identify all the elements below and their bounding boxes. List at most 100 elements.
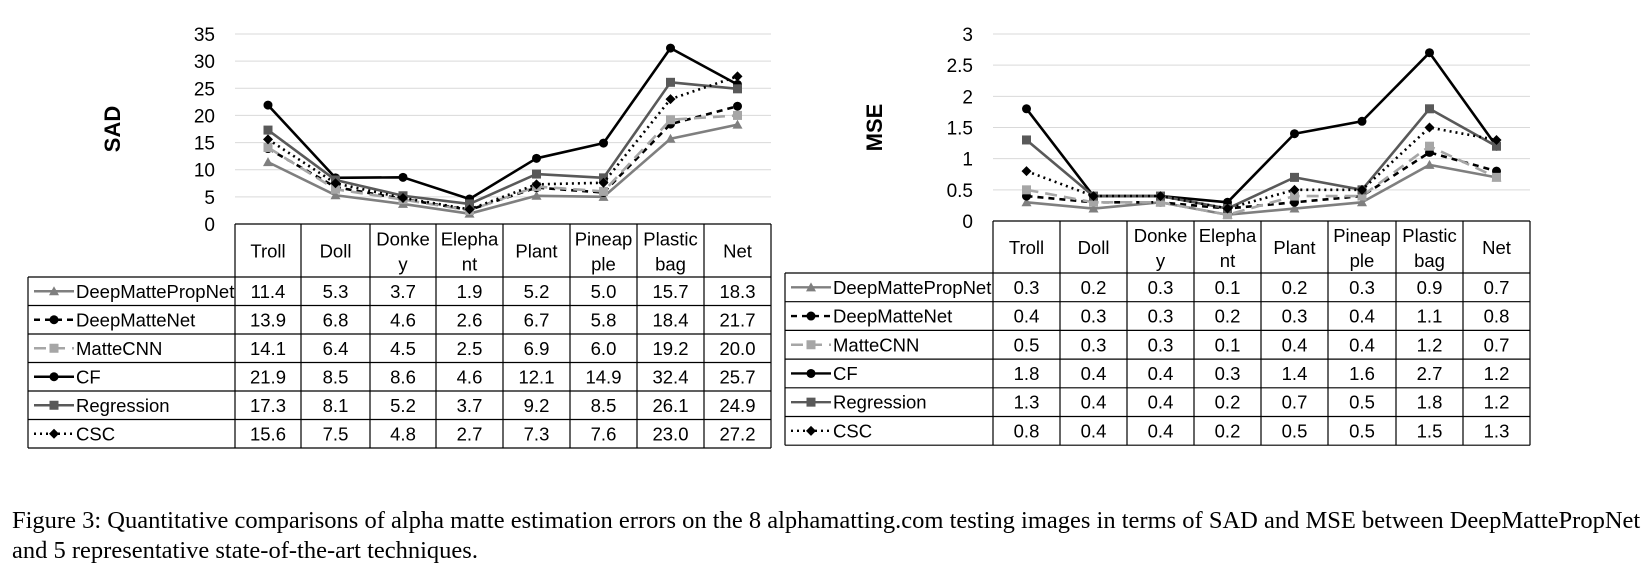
table-cell-value: 6.7 — [524, 309, 550, 330]
y-tick-label: 0 — [962, 212, 973, 233]
table-cell-value: 5.0 — [591, 281, 617, 302]
x-tick-label: Plastic — [1402, 225, 1457, 246]
data-point — [1492, 141, 1501, 151]
table-cell-value: 6.0 — [591, 338, 617, 359]
data-point — [665, 133, 676, 143]
x-tick-label: Plant — [515, 241, 557, 262]
data-point — [1022, 135, 1031, 145]
legend-key-marker — [49, 286, 59, 296]
data-point — [1021, 166, 1032, 177]
table-cell-value: 3.7 — [390, 281, 416, 302]
table-cell-value: 0.5 — [1349, 392, 1375, 413]
table-cell-value: 0.4 — [1148, 363, 1174, 384]
table-cell-value: 7.5 — [323, 423, 349, 444]
table-cell-value: 3.7 — [457, 395, 483, 416]
table-cell-value: 0.5 — [1349, 420, 1375, 441]
data-point — [398, 172, 408, 182]
table-cell-value: 0.2 — [1215, 392, 1241, 413]
legend-key-marker — [806, 397, 816, 407]
table-cell-value: 0.3 — [1014, 277, 1040, 298]
x-tick-label: nt — [462, 254, 477, 275]
legend-entry: DeepMattePropNet — [76, 281, 234, 302]
table-cell-value: 0.1 — [1215, 277, 1241, 298]
table-cell-value: 25.7 — [719, 366, 755, 387]
table-cell-value: 21.7 — [719, 309, 755, 330]
data-point — [666, 115, 675, 125]
x-tick-label: Troll — [1009, 237, 1044, 258]
table-cell-value: 13.9 — [250, 309, 286, 330]
legend-entry: DeepMattePropNet — [833, 277, 991, 298]
legend-key-marker — [49, 315, 59, 325]
table-cell-value: 5.8 — [591, 309, 617, 330]
table-cell-value: 0.4 — [1081, 420, 1107, 441]
table-cell-value: 7.6 — [591, 423, 617, 444]
table-cell-value: 4.6 — [457, 366, 483, 387]
data-point — [398, 192, 408, 203]
table-cell-value: 26.1 — [652, 395, 688, 416]
data-point — [1022, 104, 1031, 114]
table-cell-value: 0.5 — [1282, 420, 1308, 441]
table-cell-value: 8.5 — [323, 366, 349, 387]
x-tick-label: Doll — [1078, 237, 1110, 258]
table-cell-value: 1.6 — [1349, 363, 1375, 384]
table-cell-value: 1.2 — [1484, 392, 1510, 413]
data-point — [733, 84, 742, 94]
y-axis-label: SAD — [100, 106, 125, 152]
data-point — [1156, 197, 1165, 207]
data-point — [1088, 191, 1099, 202]
data-point — [1357, 184, 1367, 195]
data-point — [532, 169, 541, 179]
legend-key-marker — [49, 428, 59, 439]
table-cell-value: 21.9 — [250, 366, 286, 387]
data-point — [1290, 191, 1299, 201]
table-cell-value: 18.3 — [719, 281, 755, 302]
table-cell-value: 4.8 — [390, 423, 416, 444]
data-point — [1357, 197, 1367, 207]
table-cell-value: 14.1 — [250, 338, 286, 359]
data-point — [1223, 210, 1232, 220]
y-tick-label: 0 — [204, 215, 215, 236]
x-tick-label: Troll — [250, 241, 285, 262]
data-point — [531, 179, 542, 190]
table-cell-value: 0.2 — [1081, 277, 1107, 298]
table-cell-value: 0.1 — [1215, 334, 1241, 355]
y-tick-label: 0.5 — [947, 181, 973, 202]
legend-entry: Regression — [833, 392, 927, 413]
y-tick-label: 35 — [194, 25, 215, 46]
table-cell-value: 12.1 — [518, 366, 554, 387]
table-cell-value: 1.8 — [1417, 392, 1443, 413]
legend-key-marker — [806, 368, 816, 378]
data-point — [263, 100, 273, 110]
legend-key-marker — [806, 282, 816, 292]
table-cell-value: 0.4 — [1081, 363, 1107, 384]
data-point — [1357, 191, 1367, 201]
table-cell-value: 0.4 — [1148, 392, 1174, 413]
data-point — [263, 125, 273, 135]
series-line-mattecnn — [267, 114, 738, 212]
data-point — [1424, 159, 1435, 169]
y-tick-label: 15 — [194, 134, 215, 155]
y-tick-label: 1.5 — [947, 119, 973, 140]
data-point — [263, 157, 273, 167]
table-cell-value: 0.4 — [1349, 306, 1375, 327]
table-cell-value: 1.3 — [1014, 392, 1040, 413]
x-tick-label: ple — [1350, 250, 1375, 271]
x-tick-label: y — [398, 254, 408, 275]
data-point — [733, 110, 742, 120]
table-cell-value: 1.2 — [1417, 334, 1443, 355]
table-cell-value: 15.7 — [652, 281, 688, 302]
table-cell-value: 0.7 — [1484, 334, 1510, 355]
y-tick-label: 1 — [962, 150, 973, 171]
table-cell-value: 20.0 — [719, 338, 755, 359]
legend-key-marker — [806, 340, 816, 350]
table-cell-value: 0.7 — [1484, 277, 1510, 298]
table-cell-value: 0.4 — [1081, 392, 1107, 413]
legend-key-marker — [49, 372, 59, 382]
table-cell-value: 0.2 — [1215, 420, 1241, 441]
data-point — [330, 178, 341, 189]
x-tick-label: Donke — [376, 229, 429, 250]
table-cell-value: 0.3 — [1081, 334, 1107, 355]
table-cell-value: 8.6 — [390, 366, 416, 387]
x-tick-label: bag — [1414, 250, 1445, 271]
data-point — [330, 190, 341, 200]
